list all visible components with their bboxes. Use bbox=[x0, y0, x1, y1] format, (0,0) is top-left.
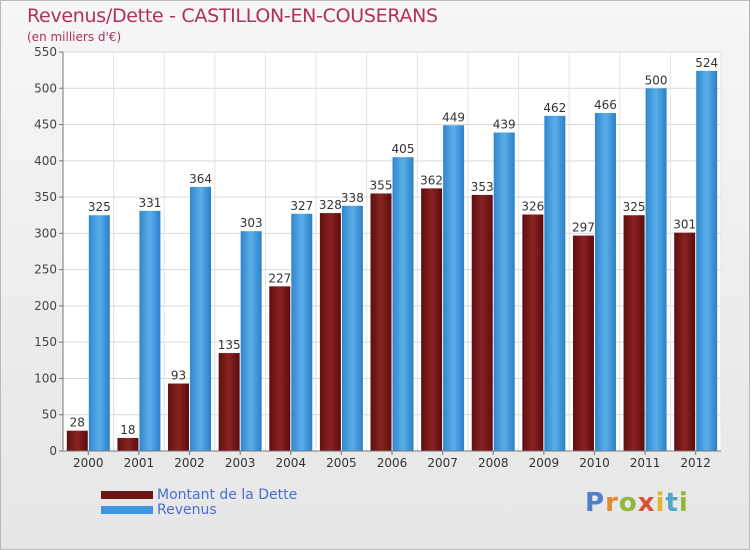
x-tick-label: 2003 bbox=[225, 456, 256, 470]
data-label-revenus: 405 bbox=[392, 142, 415, 156]
data-label-revenus: 325 bbox=[88, 200, 111, 214]
data-label-dette: 93 bbox=[171, 369, 186, 383]
x-tick-label: 2008 bbox=[478, 456, 509, 470]
x-tick-label: 2012 bbox=[680, 456, 711, 470]
bar-dette bbox=[218, 353, 240, 451]
data-label-dette: 353 bbox=[471, 180, 494, 194]
chart-subtitle: (en milliers d'€) bbox=[27, 30, 122, 44]
y-tick-label: 100 bbox=[34, 371, 57, 385]
data-label-dette: 28 bbox=[70, 416, 85, 430]
y-tick-label: 300 bbox=[34, 226, 57, 240]
legend-label-revenus: Revenus bbox=[157, 501, 217, 518]
data-label-revenus: 500 bbox=[645, 73, 668, 87]
data-label-dette: 297 bbox=[572, 221, 595, 235]
legend-item-revenus: Revenus bbox=[101, 501, 297, 518]
x-tick-label: 2002 bbox=[174, 456, 205, 470]
legend-label-debt: Montant de la Dette bbox=[157, 486, 298, 503]
bar-dette bbox=[623, 215, 645, 451]
y-tick-label: 350 bbox=[34, 190, 57, 204]
y-tick-label: 450 bbox=[34, 118, 57, 132]
data-label-dette: 301 bbox=[673, 218, 696, 232]
proxiti-logo: Proxiti bbox=[585, 488, 689, 518]
bar-revenus bbox=[341, 205, 363, 451]
legend-swatch-revenus bbox=[101, 505, 153, 514]
bar-dette bbox=[471, 194, 493, 451]
data-label-dette: 328 bbox=[319, 198, 342, 212]
bar-revenus bbox=[240, 231, 262, 451]
chart-title: Revenus/Dette - CASTILLON-EN-COUSERANS bbox=[27, 5, 438, 27]
data-label-revenus: 303 bbox=[240, 216, 263, 230]
logo-letter: r bbox=[605, 488, 619, 518]
bar-dette bbox=[66, 430, 88, 451]
x-tick-label: 2006 bbox=[377, 456, 408, 470]
data-label-revenus: 364 bbox=[189, 172, 212, 186]
data-label-revenus: 524 bbox=[695, 56, 718, 70]
data-label-dette: 135 bbox=[218, 338, 241, 352]
x-tick-label: 2010 bbox=[579, 456, 610, 470]
bar-dette bbox=[168, 383, 190, 451]
y-tick-label: 200 bbox=[34, 299, 57, 313]
x-tick-label: 2009 bbox=[529, 456, 560, 470]
y-tick-label: 250 bbox=[34, 263, 57, 277]
data-label-dette: 227 bbox=[268, 271, 291, 285]
x-tick-label: 2001 bbox=[124, 456, 155, 470]
bar-dette bbox=[269, 286, 291, 451]
bar-revenus bbox=[88, 215, 110, 451]
data-label-dette: 326 bbox=[521, 200, 544, 214]
bar-revenus bbox=[392, 157, 414, 451]
bar-revenus bbox=[493, 132, 515, 451]
x-tick-label: 2000 bbox=[73, 456, 104, 470]
plot-background bbox=[63, 52, 721, 451]
y-tick-label: 500 bbox=[34, 81, 57, 95]
data-label-revenus: 331 bbox=[138, 196, 161, 210]
data-label-revenus: 439 bbox=[493, 118, 516, 132]
bar-revenus bbox=[139, 210, 161, 451]
bar-dette bbox=[522, 214, 544, 451]
bar-revenus bbox=[190, 186, 212, 451]
legend: Montant de la Dette Revenus bbox=[101, 486, 298, 518]
bar-dette bbox=[319, 213, 341, 451]
logo-letter: x bbox=[637, 488, 656, 518]
data-label-revenus: 466 bbox=[594, 98, 617, 112]
y-tick-label: 400 bbox=[34, 154, 57, 168]
data-label-dette: 325 bbox=[623, 200, 646, 214]
legend-swatch-debt bbox=[101, 490, 153, 499]
bar-dette bbox=[572, 235, 594, 451]
bar-revenus bbox=[594, 112, 616, 452]
data-label-revenus: 449 bbox=[442, 110, 465, 124]
bar-revenus bbox=[696, 70, 718, 451]
y-tick-label: 150 bbox=[34, 335, 57, 349]
data-label-dette: 355 bbox=[370, 178, 393, 192]
bar-revenus bbox=[645, 88, 667, 451]
bar-revenus bbox=[291, 213, 313, 451]
data-label-revenus: 327 bbox=[290, 199, 313, 213]
x-tick-label: 2007 bbox=[427, 456, 458, 470]
legend-item-debt: Montant de la Dette bbox=[101, 486, 298, 503]
x-tick-label: 2005 bbox=[326, 456, 357, 470]
bar-dette bbox=[421, 188, 443, 452]
bar-revenus bbox=[443, 125, 465, 452]
y-tick-label: 0 bbox=[49, 444, 57, 458]
logo-letter: i bbox=[655, 488, 666, 518]
y-tick-label: 50 bbox=[42, 408, 57, 422]
y-tick-label: 550 bbox=[34, 45, 57, 59]
data-label-revenus: 462 bbox=[543, 101, 566, 115]
bar-dette bbox=[674, 232, 696, 451]
logo-letter: o bbox=[618, 488, 638, 518]
x-tick-label: 2004 bbox=[275, 456, 306, 470]
x-tick-label: 2011 bbox=[630, 456, 661, 470]
data-label-revenus: 338 bbox=[341, 191, 364, 205]
logo-letter: P bbox=[585, 488, 606, 518]
bar-revenus bbox=[544, 115, 566, 451]
bar-dette bbox=[370, 193, 392, 452]
logo-letter: i bbox=[678, 488, 689, 518]
data-label-dette: 362 bbox=[420, 173, 443, 187]
data-label-dette: 18 bbox=[120, 423, 135, 437]
bar-dette bbox=[117, 437, 139, 451]
logo-letter: t bbox=[665, 488, 679, 518]
